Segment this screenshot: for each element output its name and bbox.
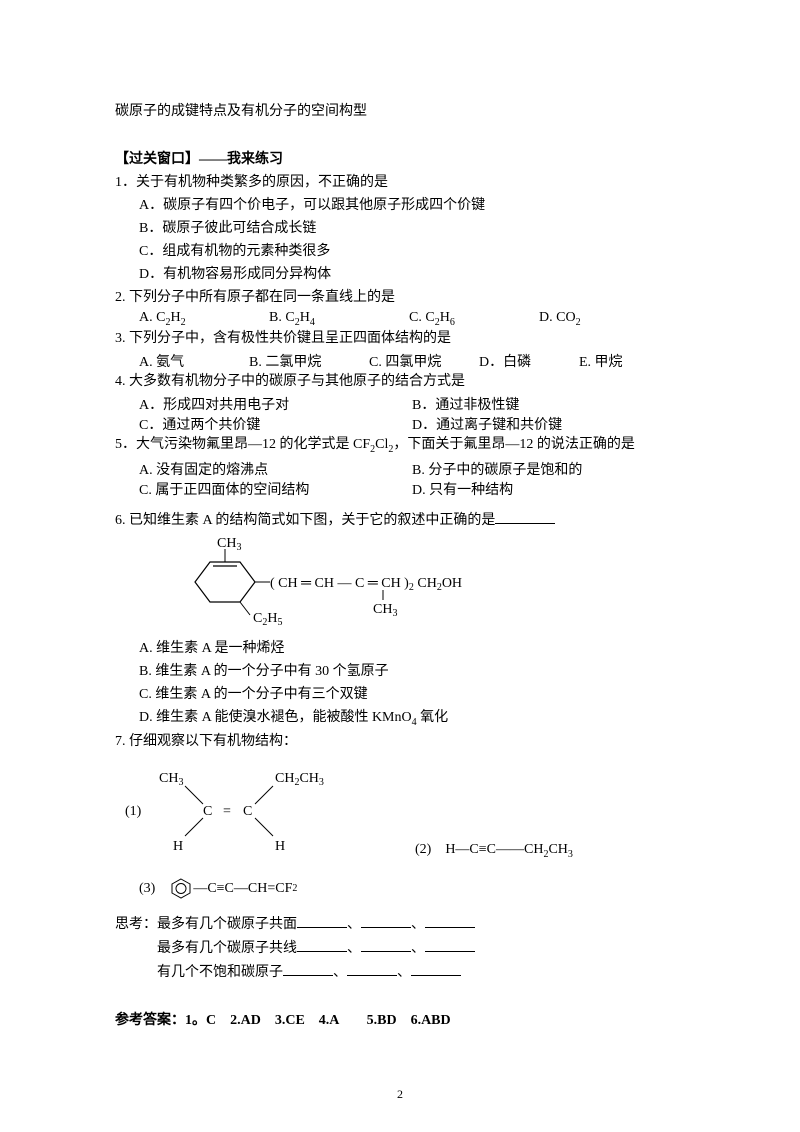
svg-text:H: H [275,839,285,854]
q3-opt-e: E. 甲烷 [579,351,623,371]
svg-text:CH2CH3: CH2CH3 [275,771,324,788]
svg-text:CH3: CH3 [217,537,241,553]
q5-row2: C. 属于正四面体的空间结构 D. 只有一种结构 [139,479,685,499]
q5-row1: A. 没有固定的熔沸点 B. 分子中的碳原子是饱和的 [139,459,685,479]
q1-opt-d: D．有机物容易形成同分异构体 [139,264,685,285]
q5-opt-c: C. 属于正四面体的空间结构 [139,479,412,499]
q4-stem: 4. 大多数有机物分子中的碳原子与其他原子的结合方式是 [115,371,685,392]
q7-think-3: 有几个不饱和碳原子、、 [157,961,685,983]
q2-options: A. C2H2 B. C2H4 C. C2H6 D. CO2 [139,310,685,328]
q1-opt-b: B．碳原子彼此可结合成长链 [139,218,685,239]
svg-text:C: C [243,804,252,819]
q2-stem: 2. 下列分子中所有原子都在同一条直线上的是 [115,287,685,308]
q4-opt-a: A．形成四对共用电子对 [139,394,412,414]
q4-opt-d: D．通过离子键和共价键 [412,414,685,434]
q2-opt-d: D. CO2 [539,310,581,328]
q5-opt-b: B. 分子中的碳原子是饱和的 [412,459,685,479]
svg-text:(1): (1) [125,804,142,819]
q2-opt-c: C. C2H6 [409,310,539,328]
q4-opt-b: B．通过非极性键 [412,394,685,414]
q2-opt-b: B. C2H4 [269,310,409,328]
q3-stem: 3. 下列分子中，含有极性共价键且呈正四面体结构的是 [115,328,685,349]
q6-opt-b: B. 维生素 A 的一个分子中有 30 个氢原子 [139,661,685,682]
q4-row2: C．通过两个共价键 D．通过离子键和共价键 [139,414,685,434]
q6-opt-c: C. 维生素 A 的一个分子中有三个双键 [139,684,685,705]
q7-structure-3: (3) —C≡C—CH=CF2 [139,877,685,899]
q7-structure-2: (2) H—C≡C——CH2CH3 [355,838,685,872]
q6-structure-diagram: CH3 C2H5 ( CH ═ CH — C ═ CH )2 CH2OH CH3 [125,537,685,632]
q7-structure-1: (1) C = C CH3 H CH2CH3 H [125,760,355,865]
q3-options: A. 氨气 B. 二氯甲烷 C. 四氯甲烷 D．白磷 E. 甲烷 [139,351,685,371]
svg-text:( CH ═ CH — C ═ CH )2 CH2OH: ( CH ═ CH — C ═ CH )2 CH2OH [270,576,462,593]
page-number: 2 [0,1087,800,1102]
svg-text:CH3: CH3 [159,771,183,788]
q4-row1: A．形成四对共用电子对 B．通过非极性键 [139,394,685,414]
q5-opt-a: A. 没有固定的熔沸点 [139,459,412,479]
q4-opt-c: C．通过两个共价键 [139,414,412,434]
svg-text:CH3: CH3 [373,602,397,619]
svg-text:H: H [173,839,183,854]
answer-key: 参考答案：1。C 2.AD 3.CE 4.A 5.BD 6.ABD [115,1009,685,1029]
page: 碳原子的成键特点及有机分子的空间构型 【过关窗口】——我来练习 1．关于有机物种… [0,0,800,1132]
q1-stem: 1．关于有机物种类繁多的原因，不正确的是 [115,172,685,193]
section-header: 【过关窗口】——我来练习 [115,148,685,168]
q7-think-2: 最多有几个碳原子共线、、 [157,937,685,959]
q7-row1: (1) C = C CH3 H CH2CH3 H (2) H—C≡C——CH2C… [115,754,685,871]
topic-title: 碳原子的成键特点及有机分子的空间构型 [115,100,685,120]
q3-opt-d: D．白磷 [479,351,579,371]
q5-stem: 5．大气污染物氟里昂—12 的化学式是 CF2Cl2，下面关于氟里昂—12 的说… [115,434,685,457]
svg-text:C: C [203,804,212,819]
svg-text:=: = [223,804,231,819]
q6-opt-d: D. 维生素 A 能使溴水褪色，能被酸性 KMnO4 氧化 [139,707,685,730]
q1-opt-c: C．组成有机物的元素种类很多 [139,241,685,262]
benzene-ring-icon [169,877,193,899]
q7-think-1: 思考：最多有几个碳原子共面、、 [115,913,685,935]
q3-opt-b: B. 二氯甲烷 [249,351,369,371]
q7-stem: 7. 仔细观察以下有机物结构： [115,731,685,752]
q6-stem: 6. 已知维生素 A 的结构简式如下图，关于它的叙述中正确的是 [115,509,685,531]
q6-opt-a: A. 维生素 A 是一种烯烃 [139,638,685,659]
q3-opt-a: A. 氨气 [139,351,249,371]
q1-opt-a: A．碳原子有四个价电子，可以跟其他原子形成四个价键 [139,195,685,216]
q3-opt-c: C. 四氯甲烷 [369,351,479,371]
svg-text:C2H5: C2H5 [253,611,282,627]
q2-opt-a: A. C2H2 [139,310,269,328]
vitamin-a-svg: CH3 C2H5 ( CH ═ CH — C ═ CH )2 CH2OH CH3 [125,537,555,627]
q5-opt-d: D. 只有一种结构 [412,479,685,499]
